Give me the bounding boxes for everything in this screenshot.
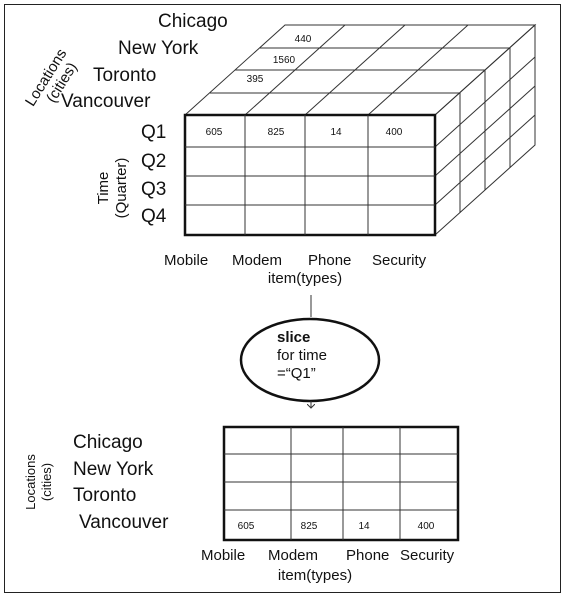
- svg-text:Time: Time: [95, 172, 112, 205]
- cube-item-mobile: Mobile: [164, 252, 208, 269]
- cube-item-phone: Phone: [308, 252, 351, 269]
- cube-city-vancouver: Vancouver: [61, 91, 151, 112]
- operation-ellipse: [239, 317, 381, 403]
- slice-city-toronto: Toronto: [73, 485, 136, 506]
- cube-item-modem: Modem: [232, 252, 282, 269]
- slice-item-mobile: Mobile: [201, 547, 245, 564]
- cube-top-toronto-mobile: 395: [247, 74, 264, 85]
- cube-cell-q1-mobile: 605: [206, 127, 223, 138]
- svg-text:Locations: Locations: [23, 454, 38, 510]
- cube-item-security: Security: [372, 252, 427, 269]
- cube-quarter-q2: Q2: [141, 151, 166, 172]
- cube-quarter-q1: Q1: [141, 122, 166, 143]
- slice-locations-axis-label: Locations (cities): [23, 454, 54, 510]
- slice-result: 605 825 14 400 Chicago New York Toronto …: [23, 425, 460, 584]
- slice-city-chicago: Chicago: [73, 432, 143, 453]
- cube-city-toronto: Toronto: [93, 65, 156, 86]
- cube-cell-q1-modem: 825: [268, 127, 285, 138]
- operation-line2: =“Q1”: [277, 365, 316, 382]
- slice-item-phone: Phone: [346, 547, 389, 564]
- slice-operation: slice for time =“Q1”: [239, 295, 381, 408]
- slice-cell-mobile: 605: [238, 521, 255, 532]
- cube-city-chicago: Chicago: [158, 11, 228, 32]
- slice-cell-modem: 825: [301, 521, 318, 532]
- slice-cell-phone: 14: [358, 521, 370, 532]
- slice-city-new-york: New York: [73, 459, 154, 480]
- cube-quarter-q3: Q3: [141, 179, 166, 200]
- cube-cell-q1-phone: 14: [330, 127, 342, 138]
- cube-front-face: [183, 113, 437, 237]
- figure-frame: [4, 4, 561, 593]
- cube-time-axis-label: Time (Quarter): [95, 158, 130, 219]
- cube-quarter-q4: Q4: [141, 206, 167, 227]
- slice-item-modem: Modem: [268, 547, 318, 564]
- cube-top-newyork-mobile: 1560: [273, 55, 296, 66]
- svg-text:(Quarter): (Quarter): [113, 158, 130, 219]
- cube-top-chicago-mobile: 440: [295, 34, 312, 45]
- cube-item-axis-label: item(types): [268, 270, 342, 287]
- cube-city-new-york: New York: [118, 38, 199, 59]
- operation-title: slice: [277, 329, 310, 346]
- cube: 605 825 14 400 440 1560 395 Chicago New …: [22, 11, 537, 287]
- cube-right-face: [434, 23, 536, 237]
- svg-text:(cities): (cities): [39, 463, 54, 501]
- operation-line1: for time: [277, 347, 327, 364]
- slice-item-security: Security: [400, 547, 455, 564]
- cube-cell-q1-security: 400: [386, 127, 403, 138]
- slice-cell-security: 400: [418, 521, 435, 532]
- slice-city-vancouver: Vancouver: [79, 512, 169, 533]
- slice-item-axis-label: item(types): [278, 567, 352, 584]
- cube-top-face: [183, 24, 537, 116]
